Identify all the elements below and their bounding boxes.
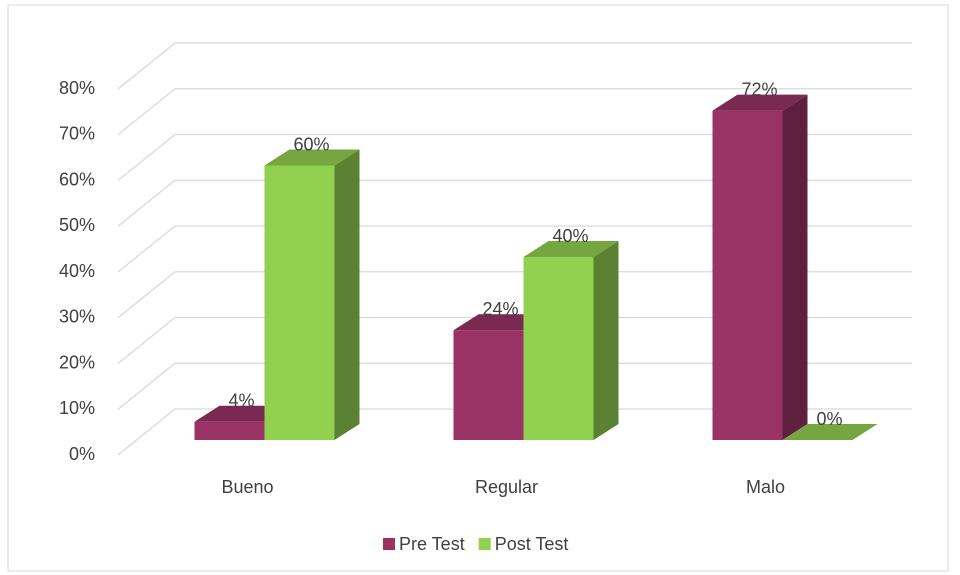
legend-swatch <box>478 538 491 550</box>
grid-line <box>117 316 912 365</box>
y-tick-label: 30% <box>59 307 95 327</box>
bar-side <box>593 241 619 440</box>
x-tick-label: Bueno <box>221 477 273 497</box>
data-label: 60% <box>293 134 329 154</box>
y-tick-label: 50% <box>59 215 95 235</box>
grid-line <box>117 88 912 136</box>
data-label: 0% <box>816 409 842 429</box>
grid-line <box>117 362 912 410</box>
y-tick-label: 60% <box>59 169 95 189</box>
data-label: 24% <box>482 299 518 319</box>
bar-top <box>712 94 808 111</box>
y-tick-label: 20% <box>59 352 95 372</box>
legend-label: Pre Test <box>399 534 465 554</box>
bar-side <box>782 94 808 440</box>
y-tick-label: 40% <box>59 261 95 281</box>
bar <box>194 421 265 440</box>
bar-top <box>782 424 878 440</box>
grid-line <box>117 408 912 456</box>
x-tick-label: Regular <box>475 477 538 497</box>
bar <box>523 257 594 440</box>
grid-line <box>117 179 912 227</box>
bar-top <box>264 149 360 166</box>
x-tick-label: Malo <box>746 477 785 497</box>
y-tick-label: 70% <box>59 124 95 144</box>
bar <box>453 330 524 440</box>
data-label: 4% <box>228 390 254 410</box>
y-tick-label: 80% <box>59 78 95 98</box>
bar <box>264 165 335 440</box>
bar-side <box>334 149 360 440</box>
bar-top <box>523 241 619 257</box>
y-tick-label: 0% <box>69 444 95 464</box>
grid-line <box>117 133 912 182</box>
legend-label: Post Test <box>495 534 569 554</box>
data-label: 40% <box>552 226 588 246</box>
bar <box>712 110 783 440</box>
y-tick-label: 10% <box>59 398 95 418</box>
grid-line <box>117 271 912 319</box>
grid-line <box>117 225 912 273</box>
grid-line <box>117 42 912 90</box>
data-label: 72% <box>741 79 777 99</box>
legend-swatch <box>383 538 395 550</box>
